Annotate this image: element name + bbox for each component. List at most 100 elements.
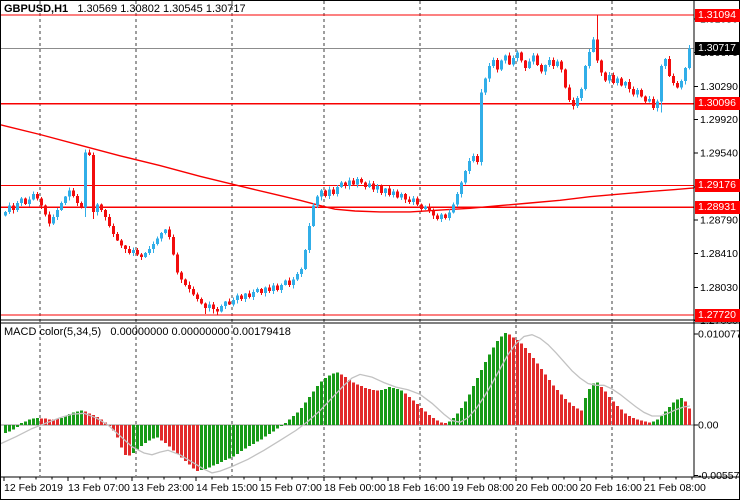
macd-histogram-bar bbox=[268, 425, 271, 435]
macd-histogram-bar bbox=[524, 348, 527, 425]
macd-histogram-bar bbox=[376, 390, 379, 425]
candle-body bbox=[568, 87, 571, 100]
candle-body bbox=[40, 198, 43, 206]
macd-histogram-bar bbox=[236, 425, 239, 454]
candle-body bbox=[4, 211, 7, 216]
macd-histogram-bar bbox=[64, 415, 67, 425]
candle-body bbox=[248, 293, 251, 298]
macd-histogram-bar bbox=[496, 341, 499, 425]
candle-body bbox=[500, 60, 503, 70]
macd-histogram-bar bbox=[232, 425, 235, 457]
macd-histogram-bar bbox=[656, 419, 659, 425]
macd-histogram-bar bbox=[424, 411, 427, 425]
candle-body bbox=[424, 206, 427, 210]
candle-body bbox=[152, 243, 155, 250]
candle-body bbox=[444, 214, 447, 219]
macd-histogram-bar bbox=[580, 410, 583, 425]
candle-body bbox=[468, 161, 471, 171]
macd-histogram-bar bbox=[292, 415, 295, 425]
candle-body bbox=[356, 178, 359, 185]
macd-histogram-bar bbox=[636, 419, 639, 425]
candle-body bbox=[228, 301, 231, 305]
candle-body bbox=[464, 170, 467, 183]
candle-body bbox=[564, 69, 567, 88]
macd-histogram-bar bbox=[384, 388, 387, 425]
candle-body bbox=[452, 204, 455, 213]
candle-body bbox=[136, 250, 139, 255]
candle-body bbox=[616, 78, 619, 83]
candle-body bbox=[456, 194, 459, 205]
time-axis-label[interactable]: 18 Feb 16:00 bbox=[388, 482, 450, 494]
candle-body bbox=[688, 48, 691, 68]
candle-body bbox=[28, 199, 31, 204]
price-tick-label: 1.28790 bbox=[700, 214, 738, 226]
macd-histogram-bar bbox=[468, 394, 471, 425]
macd-histogram-bar bbox=[488, 354, 491, 425]
macd-histogram-bar bbox=[164, 425, 167, 444]
chart-title: GBPUSD,H1 1.30569 1.30802 1.30545 1.3071… bbox=[4, 3, 246, 15]
candle-body bbox=[100, 204, 103, 211]
candle-body bbox=[296, 274, 299, 280]
macd-histogram-bar bbox=[440, 422, 443, 425]
macd-histogram-bar bbox=[592, 383, 595, 425]
candle-body bbox=[508, 55, 511, 65]
time-axis-label[interactable]: 15 Feb 07:00 bbox=[260, 482, 322, 494]
time-axis-label[interactable]: 20 Feb 16:00 bbox=[580, 482, 642, 494]
bid-price-tag: 1.30717 bbox=[695, 42, 740, 55]
macd-histogram-bar bbox=[136, 425, 139, 450]
price-tick-label: 1.28030 bbox=[700, 282, 738, 294]
candle-body bbox=[276, 285, 279, 291]
macd-histogram-bar bbox=[648, 422, 651, 425]
macd-histogram-bar bbox=[544, 374, 547, 425]
macd-histogram-bar bbox=[476, 378, 479, 425]
time-axis-label[interactable]: 12 Feb 2019 bbox=[4, 482, 63, 494]
macd-histogram-bar bbox=[380, 389, 383, 425]
macd-histogram-bar bbox=[304, 402, 307, 425]
candle-body bbox=[604, 72, 607, 81]
macd-histogram-bar bbox=[680, 397, 683, 425]
macd-histogram-bar bbox=[640, 420, 643, 425]
time-axis-label[interactable]: 18 Feb 00:00 bbox=[324, 482, 386, 494]
macd-histogram-bar bbox=[276, 425, 279, 429]
candle-body bbox=[512, 58, 515, 65]
candle-body bbox=[272, 285, 275, 291]
candle-body bbox=[156, 238, 159, 244]
macd-tick-label: 0.0100775 bbox=[698, 329, 740, 341]
time-axis-label[interactable]: 19 Feb 08:00 bbox=[452, 482, 514, 494]
candle-body bbox=[384, 188, 387, 194]
macd-histogram-bar bbox=[152, 425, 155, 439]
macd-histogram-bar bbox=[596, 382, 599, 425]
macd-histogram-bar bbox=[512, 337, 515, 425]
macd-histogram-bar bbox=[264, 425, 267, 437]
time-axis-label[interactable]: 20 Feb 00:00 bbox=[516, 482, 578, 494]
macd-histogram-bar bbox=[348, 379, 351, 425]
macd-histogram-bar bbox=[532, 358, 535, 425]
candle-body bbox=[372, 183, 375, 190]
candle-body bbox=[504, 55, 507, 61]
candle-body bbox=[128, 249, 131, 253]
time-axis-label[interactable]: 13 Feb 07:00 bbox=[68, 482, 130, 494]
macd-histogram-bar bbox=[84, 411, 87, 425]
candle-body bbox=[544, 65, 547, 72]
macd-histogram-bar bbox=[24, 421, 27, 425]
time-axis-label[interactable]: 14 Feb 15:00 bbox=[196, 482, 258, 494]
macd-histogram-bar bbox=[548, 379, 551, 425]
candle-body bbox=[200, 298, 203, 304]
candle-body bbox=[572, 99, 575, 107]
candle-body bbox=[636, 90, 639, 95]
macd-tick-label: -0.005575 bbox=[698, 470, 740, 482]
candle-body bbox=[408, 199, 411, 203]
macd-histogram-bar bbox=[312, 391, 315, 425]
macd-histogram-bar bbox=[428, 415, 431, 425]
macd-histogram-bar bbox=[448, 421, 451, 425]
macd-histogram-bar bbox=[112, 425, 115, 431]
macd-histogram-bar bbox=[200, 425, 203, 471]
trend-ma-line bbox=[0, 124, 695, 213]
time-axis-label[interactable]: 13 Feb 23:00 bbox=[132, 482, 194, 494]
candle-body bbox=[552, 59, 555, 67]
macd-histogram-bar bbox=[500, 336, 503, 425]
candle-body bbox=[592, 39, 595, 52]
time-axis-label[interactable]: 21 Feb 08:00 bbox=[644, 482, 706, 494]
